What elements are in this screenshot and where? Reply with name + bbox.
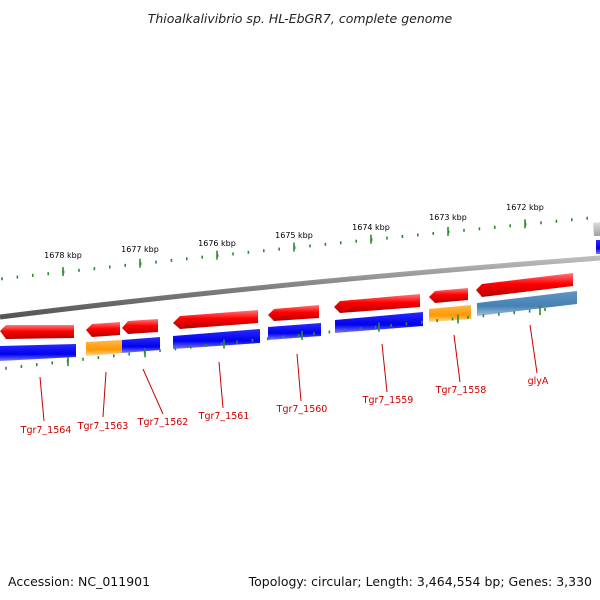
leader-line-tgr7-1558 bbox=[453, 334, 461, 383]
leader-line-tgr7-1564 bbox=[39, 376, 45, 422]
cds-arrow-tgr7-1559 bbox=[334, 294, 420, 313]
map-title: Thioalkalivibrio sp. HL-EbGR7, complete … bbox=[148, 11, 453, 26]
leader-line-tgr7-1563 bbox=[102, 371, 107, 418]
gene-label-tgr7-1562: Tgr7_1562 bbox=[137, 417, 189, 428]
cds-arrow-tgr7-1560 bbox=[268, 305, 319, 321]
cds-arrow-tgr7-1562 bbox=[122, 319, 158, 334]
cds-forward-track bbox=[0, 273, 573, 339]
accession-text: Accession: NC_011901 bbox=[8, 574, 150, 589]
category-block-glya bbox=[477, 291, 577, 316]
gene-label-tgr7-1560: Tgr7_1560 bbox=[276, 404, 328, 415]
cds-arrow-tgr7-1561 bbox=[173, 310, 258, 329]
kbp-major-ticks bbox=[62, 219, 526, 277]
label-leader-lines bbox=[39, 324, 538, 422]
kbp-labels: 1678 kbp 1677 kbp 1676 kbp 1675 kbp 1674… bbox=[44, 203, 544, 260]
genome-summary-text: Topology: circular; Length: 3,464,554 bp… bbox=[248, 574, 592, 589]
leader-line-tgr7-1560 bbox=[296, 353, 302, 402]
gene-label-tgr7-1563: Tgr7_1563 bbox=[77, 421, 129, 432]
kbp-label-1676: 1676 kbp bbox=[198, 239, 236, 248]
leader-line-tgr7-1562 bbox=[142, 368, 164, 415]
gene-label-tgr7-1561: Tgr7_1561 bbox=[198, 411, 250, 422]
kbp-label-1678: 1678 kbp bbox=[44, 251, 82, 260]
cds-arrow-tgr7-1558 bbox=[429, 288, 468, 303]
gene-labels: Tgr7_1564 Tgr7_1563 Tgr7_1562 Tgr7_1561 … bbox=[20, 376, 549, 436]
leader-line-tgr7-1559 bbox=[381, 343, 388, 393]
leader-line-glya bbox=[529, 324, 538, 374]
gene-label-tgr7-1564: Tgr7_1564 bbox=[20, 425, 72, 436]
cds-arrow-tgr7-1564 bbox=[0, 325, 74, 339]
kbp-label-1675: 1675 kbp bbox=[275, 231, 313, 240]
kbp-label-1677: 1677 kbp bbox=[121, 245, 159, 254]
category-block-tgr7-1561 bbox=[173, 329, 260, 349]
category-block-tgr7-1562 bbox=[122, 337, 160, 353]
category-block-tgr7-1558 bbox=[429, 305, 471, 322]
cds-arrow-glya bbox=[476, 273, 573, 297]
category-block-tgr7-1564 bbox=[0, 344, 76, 361]
cds-arrow-tgr7-1563 bbox=[86, 322, 120, 337]
category-block-tgr7-1560 bbox=[268, 323, 321, 340]
cds-category-track bbox=[0, 291, 577, 361]
category-block-tgr7-1563 bbox=[86, 340, 122, 356]
gene-label-tgr7-1559: Tgr7_1559 bbox=[362, 395, 414, 406]
kbp-label-1674: 1674 kbp bbox=[352, 223, 390, 232]
leader-line-tgr7-1561 bbox=[218, 361, 224, 409]
category-block-tgr7-1559 bbox=[335, 312, 423, 333]
kbp-label-1673: 1673 kbp bbox=[429, 213, 467, 222]
gene-label-glya: glyA bbox=[528, 376, 549, 387]
gene-label-tgr7-1558: Tgr7_1558 bbox=[435, 385, 487, 396]
inner-tick-ring bbox=[5, 306, 546, 370]
genome-backbone bbox=[0, 255, 600, 320]
edge-feature-partial bbox=[593, 222, 600, 254]
kbp-label-1672: 1672 kbp bbox=[506, 203, 544, 212]
